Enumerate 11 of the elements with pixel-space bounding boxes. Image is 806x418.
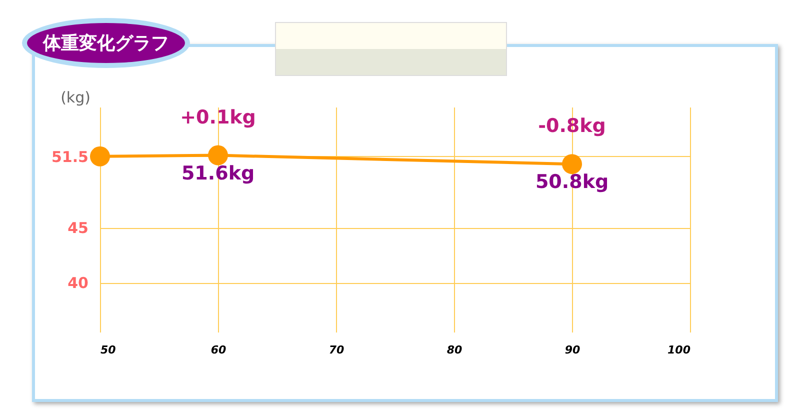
y-tick-label: 40 <box>68 274 88 292</box>
x-tick-label: 90 <box>564 344 580 356</box>
x-tick-label: 60 <box>210 344 226 356</box>
x-tick-label: 100 <box>668 344 691 356</box>
chart-title: 体重変化グラフ <box>22 18 190 68</box>
y-tick-label: 45 <box>68 219 88 238</box>
y-axis-title: (kg) <box>60 88 90 106</box>
x-tick-label: 50 <box>100 344 116 356</box>
x-tick-label: 70 <box>328 344 344 356</box>
y-tick-label: 51.5 <box>51 148 88 166</box>
x-tick-label: 80 <box>446 344 462 356</box>
